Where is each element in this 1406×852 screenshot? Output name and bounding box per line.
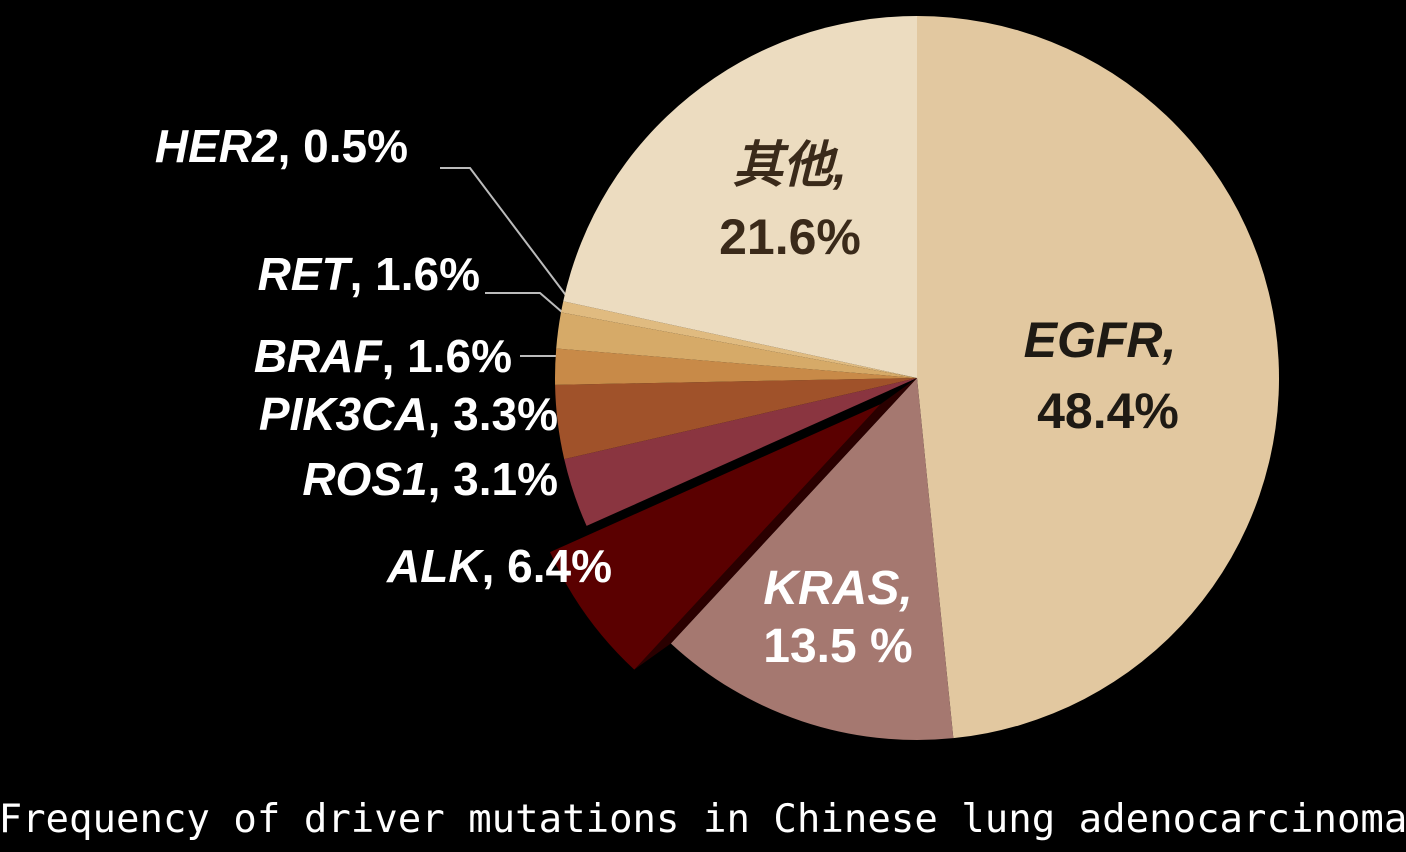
- slice: [560, 301, 917, 378]
- slice: [564, 378, 917, 526]
- slice: [556, 312, 917, 378]
- value-label: , 1.6%: [350, 248, 480, 300]
- category-label: PIK3CA: [259, 388, 428, 440]
- slice-label: RET, 1.6%: [258, 248, 480, 300]
- value-label: 21.6%: [719, 209, 861, 265]
- category-label: RET: [258, 248, 354, 300]
- slice-label: PIK3CA, 3.3%: [259, 388, 558, 440]
- category-label: ROS1: [302, 453, 427, 505]
- slice: [555, 378, 917, 460]
- slice: [670, 378, 954, 740]
- slice: [555, 348, 917, 385]
- category-label: ALK: [386, 540, 484, 592]
- slice: [563, 16, 917, 378]
- value-label: , 3.3%: [428, 388, 558, 440]
- category-label: HER2: [155, 120, 278, 172]
- slice-label: KRAS,: [763, 562, 912, 615]
- category-label: BRAF: [254, 330, 384, 382]
- value-label: , 1.6%: [382, 330, 512, 382]
- leader-line: [485, 292, 563, 313]
- value-label: , 6.4%: [482, 540, 612, 592]
- leader-line: [440, 167, 569, 299]
- slice-label: ALK, 6.4%: [386, 540, 612, 592]
- slice-side: [634, 378, 917, 670]
- value-label: 13.5 %: [763, 620, 912, 673]
- slice-label: 其他,: [733, 137, 847, 193]
- chart-title: Frequency of driver mutations in Chinese…: [0, 797, 1406, 842]
- value-label: 48.4%: [1037, 383, 1179, 439]
- slice: [550, 404, 881, 670]
- slice-label: EGFR,: [1024, 312, 1177, 368]
- slice-label: HER2, 0.5%: [155, 120, 408, 172]
- slice-label: BRAF, 1.6%: [254, 330, 512, 382]
- slice: [917, 16, 1280, 739]
- value-label: , 3.1%: [428, 453, 558, 505]
- value-label: , 0.5%: [278, 120, 408, 172]
- slice-label: ROS1, 3.1%: [302, 453, 558, 505]
